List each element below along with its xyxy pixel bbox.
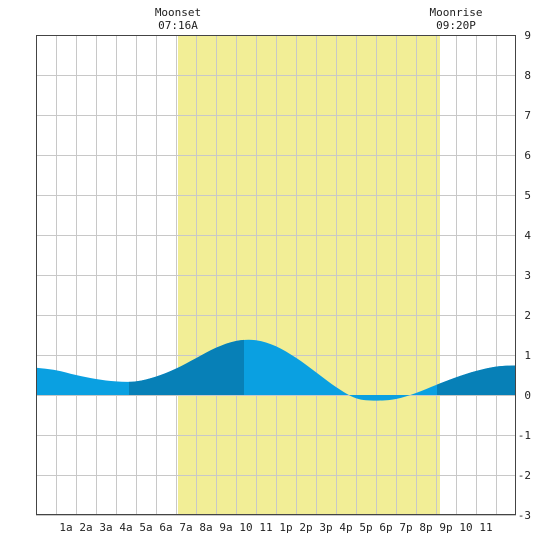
x-tick-label: 2p xyxy=(299,521,312,534)
x-tick-label: 3a xyxy=(99,521,112,534)
y-tick-label: -1 xyxy=(518,429,531,442)
y-tick-label: 7 xyxy=(524,109,531,122)
x-tick-label: 9a xyxy=(219,521,232,534)
tide-area-dark-segment xyxy=(129,339,244,395)
y-tick-label: 1 xyxy=(524,349,531,362)
x-tick-label: 9p xyxy=(439,521,452,534)
y-tick-label: 3 xyxy=(524,269,531,282)
x-tick-label: 11 xyxy=(259,521,272,534)
x-tick-label: 8a xyxy=(199,521,212,534)
y-tick-label: 8 xyxy=(524,69,531,82)
x-tick-label: 4p xyxy=(339,521,352,534)
x-tick-label: 4a xyxy=(119,521,132,534)
y-tick-label: -2 xyxy=(518,469,531,482)
y-tick-label: 4 xyxy=(524,229,531,242)
y-tick-label: 6 xyxy=(524,149,531,162)
annotation-title: Moonset xyxy=(155,6,201,19)
y-tick-label: 9 xyxy=(524,29,531,42)
x-tick-label: 7a xyxy=(179,521,192,534)
x-tick-label: 10 xyxy=(459,521,472,534)
annotation-time: 07:16A xyxy=(158,19,198,32)
x-tick-label: 7p xyxy=(399,521,412,534)
x-tick-label: 6a xyxy=(159,521,172,534)
plot-frame xyxy=(36,35,516,515)
y-tick-label: 2 xyxy=(524,309,531,322)
x-tick-label: 3p xyxy=(319,521,332,534)
x-tick-label: 6p xyxy=(379,521,392,534)
x-tick-label: 8p xyxy=(419,521,432,534)
x-tick-label: 5p xyxy=(359,521,372,534)
x-tick-label: 5a xyxy=(139,521,152,534)
annotation-time: 09:20P xyxy=(436,19,476,32)
y-tick-label: 0 xyxy=(524,389,531,402)
x-tick-label: 10 xyxy=(239,521,252,534)
x-tick-label: 1p xyxy=(279,521,292,534)
y-tick-label: -3 xyxy=(518,509,531,522)
annotation-title: Moonrise xyxy=(430,6,483,19)
y-tick-label: 5 xyxy=(524,189,531,202)
x-tick-label: 2a xyxy=(79,521,92,534)
x-tick-label: 11 xyxy=(479,521,492,534)
x-tick-label: 1a xyxy=(59,521,72,534)
tide-area-dark-segment xyxy=(437,365,516,395)
